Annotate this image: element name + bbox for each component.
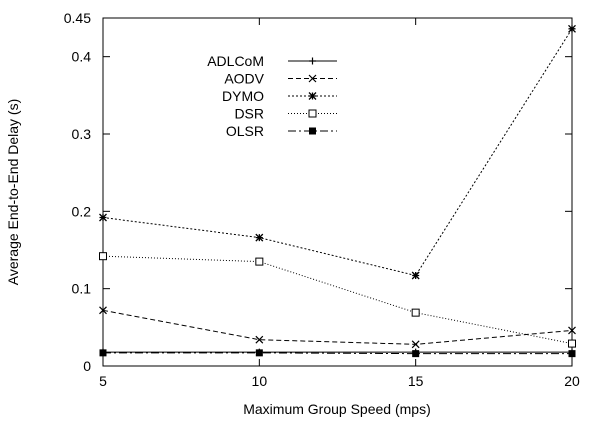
data-point: [255, 335, 264, 344]
legend-label: DSR: [234, 106, 264, 122]
data-point: [411, 271, 420, 280]
y-tick-label: 0.1: [72, 281, 92, 297]
data-point: [99, 306, 107, 315]
x-tick-label: 5: [99, 373, 107, 389]
y-tick-label: 0.2: [72, 203, 92, 219]
data-point: [308, 109, 317, 118]
data-point: [309, 127, 316, 135]
series-line: [102, 28, 573, 277]
x-tick-label: 15: [408, 373, 424, 389]
data-point: [308, 92, 317, 100]
data-point: [309, 57, 316, 65]
data-point: [412, 350, 420, 358]
y-axis-label: Average End-to-End Delay (s): [5, 99, 21, 286]
data-point: [99, 213, 107, 222]
series-aodv: [99, 306, 576, 349]
data-point: [568, 339, 576, 348]
y-tick-label: 0.4: [72, 49, 92, 65]
data-point: [411, 340, 420, 349]
x-tick-label: 20: [564, 373, 580, 389]
data-point: [255, 349, 263, 357]
x-axis-label: Maximum Group Speed (mps): [243, 401, 431, 417]
data-point: [255, 233, 264, 242]
series-layer: [99, 24, 576, 358]
data-point: [99, 252, 107, 261]
data-point: [99, 349, 107, 357]
series-dsr: [99, 252, 576, 348]
legend-label: DYMO: [222, 88, 264, 104]
legend-label: OLSR: [226, 123, 264, 139]
x-tick-label: 10: [252, 373, 268, 389]
series-line: [102, 309, 573, 345]
data-point: [568, 326, 576, 335]
series-line: [103, 352, 572, 355]
y-tick-label: 0.45: [64, 10, 91, 26]
legend-item: AODV: [224, 71, 337, 87]
legend-label: AODV: [224, 71, 264, 87]
series-dymo: [99, 24, 576, 280]
legend-item: DYMO: [222, 88, 337, 104]
legend-label: ADLCoM: [207, 53, 264, 69]
data-point: [255, 257, 264, 266]
legend-item: OLSR: [226, 123, 337, 139]
data-point: [411, 308, 420, 317]
legend-item: DSR: [234, 106, 337, 122]
data-point: [568, 350, 576, 358]
data-point: [308, 74, 317, 83]
series-adlcom: [99, 348, 576, 356]
series-line: [102, 255, 573, 345]
legend-item: ADLCoM: [207, 53, 337, 69]
y-tick-label: 0: [83, 358, 91, 374]
series-olsr: [99, 349, 576, 358]
data-point: [568, 24, 576, 33]
plot-area-frame: [102, 17, 573, 367]
y-tick-label: 0.3: [72, 126, 92, 142]
axis-ticks: 5 10 15 20 0 0.1 0.2 0.3 0.4 0.45: [64, 10, 580, 389]
